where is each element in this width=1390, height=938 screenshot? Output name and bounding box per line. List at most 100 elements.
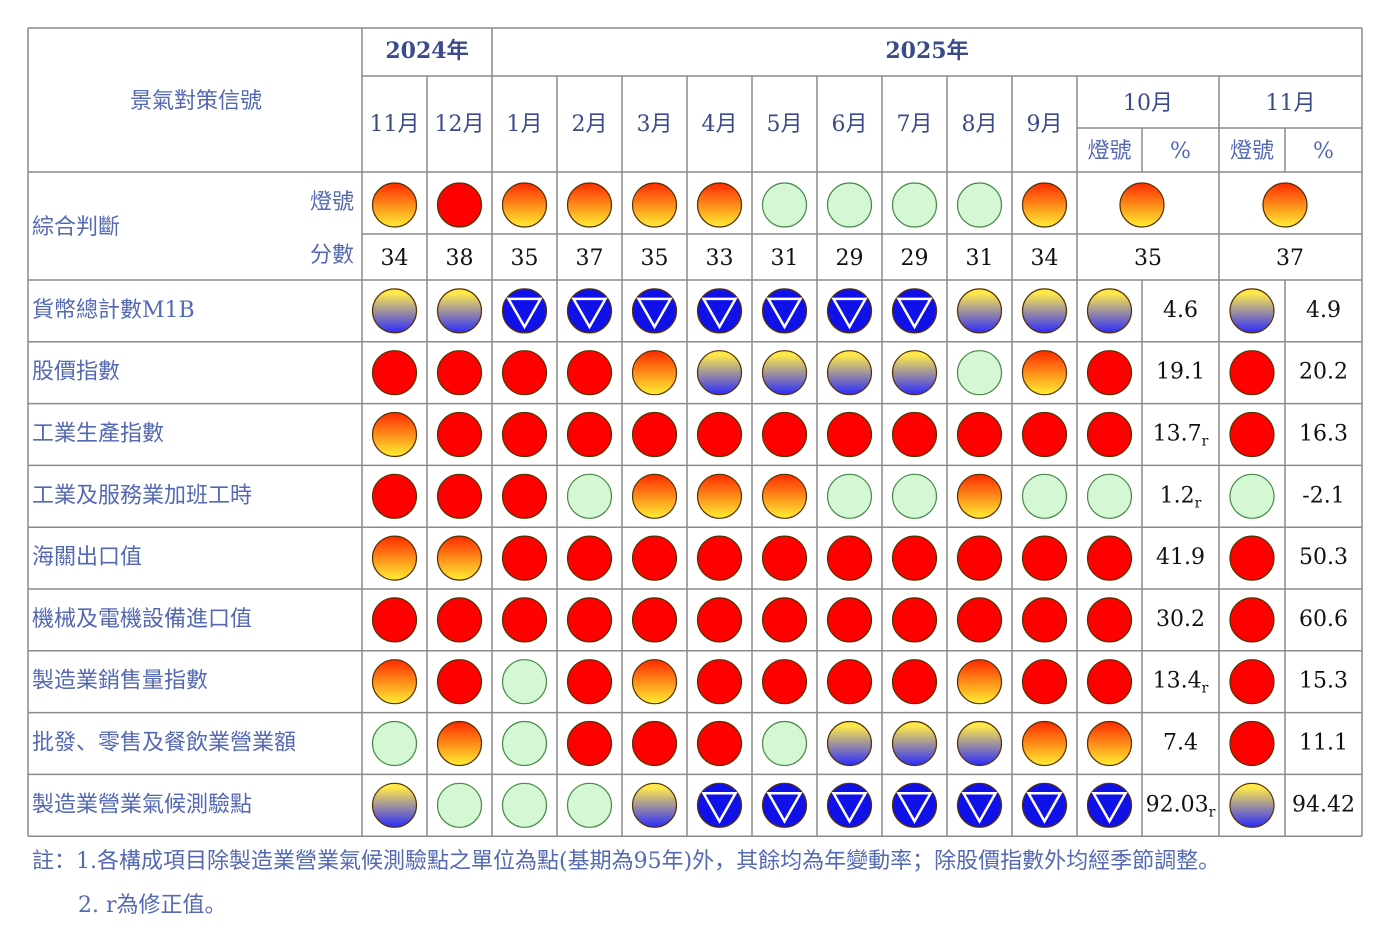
value-text: 13.7 (1153, 422, 1202, 447)
year-label: 2024年 (385, 38, 468, 64)
signal-light (1086, 535, 1133, 581)
light-circle (1021, 473, 1068, 519)
signal-light (631, 411, 678, 458)
month-label: 9月 (1027, 112, 1063, 137)
value-text: 13.4 (1153, 669, 1202, 694)
signal-light (371, 350, 418, 396)
signal-light (436, 720, 483, 767)
signal-light (696, 473, 743, 519)
light-circle (696, 182, 743, 228)
score: 29 (836, 246, 864, 271)
signal-light (1229, 782, 1275, 828)
score: 35 (1134, 246, 1162, 271)
year-label: 2025年 (885, 38, 968, 64)
score: 35 (511, 246, 539, 271)
light-circle (631, 597, 678, 643)
light-triangle (701, 792, 738, 824)
light-circle (371, 659, 418, 705)
value: 13.4r (1153, 669, 1209, 697)
signal-light (1229, 535, 1275, 581)
light-circle (566, 597, 613, 643)
signal-light (1021, 535, 1068, 581)
light-circle (1229, 288, 1275, 334)
signal-light (761, 659, 808, 705)
score: 38 (446, 246, 474, 271)
light-triangle (571, 297, 608, 330)
signal-light (956, 659, 1003, 705)
light-circle (501, 411, 548, 458)
light-circle (1086, 350, 1133, 396)
signal-light (566, 720, 613, 767)
light-circle (956, 597, 1003, 643)
signal-light (696, 782, 743, 828)
light-circle (436, 782, 483, 828)
light-circle (566, 473, 613, 519)
signal-light (761, 182, 808, 228)
light-circle (891, 411, 938, 458)
signal-light (566, 411, 613, 458)
value-text: 11.1 (1299, 731, 1348, 756)
signal-light (891, 473, 938, 519)
value: 92.03r (1146, 792, 1216, 820)
corner-title: 景氣對策信號 (130, 89, 262, 114)
light-circle (826, 411, 873, 458)
light-circle (826, 182, 873, 228)
sub-label: 燈號 (310, 190, 354, 215)
light-triangle (896, 792, 933, 824)
month-label: 6月 (832, 112, 868, 137)
light-circle (761, 350, 808, 396)
light-circle (826, 535, 873, 581)
signal-light (371, 720, 418, 767)
light-circle (696, 597, 743, 643)
light-circle (631, 411, 678, 458)
signal-light (436, 597, 483, 643)
signal-light (566, 782, 613, 828)
month-label: 1月 (507, 112, 543, 137)
month-label: 8月 (962, 112, 998, 137)
light-circle (891, 597, 938, 643)
light-circle (501, 720, 548, 767)
signal-light (371, 288, 418, 334)
signal-light (1229, 288, 1275, 334)
signal-light (566, 288, 613, 334)
signal-light (436, 350, 483, 396)
signal-light (891, 182, 938, 228)
row-label: 工業及服務業加班工時 (32, 483, 252, 508)
signal-light (1229, 597, 1275, 643)
score: 29 (901, 246, 929, 271)
value: -2.1 (1302, 483, 1344, 508)
signal-light (826, 182, 873, 228)
signal-light (696, 720, 743, 767)
light-circle (1021, 182, 1068, 228)
value-text: 4.6 (1163, 298, 1198, 323)
light-circle (436, 350, 483, 396)
light-circle (436, 720, 483, 767)
signal-light (631, 473, 678, 519)
signal-light (1021, 288, 1068, 334)
light-circle (501, 659, 548, 705)
light-circle (956, 288, 1003, 334)
light-circle (501, 782, 548, 828)
signal-light (501, 182, 548, 228)
light-circle (1086, 473, 1133, 519)
signal-light (501, 597, 548, 643)
light-circle (1229, 720, 1275, 767)
light-triangle (1091, 792, 1128, 824)
signal-light (501, 659, 548, 705)
signal-light (1119, 182, 1165, 228)
signal-light (631, 350, 678, 396)
value: 11.1 (1299, 731, 1348, 756)
signal-light (696, 535, 743, 581)
value: 4.6 (1163, 298, 1198, 323)
revised-mark: r (1195, 495, 1202, 511)
value: 4.9 (1306, 298, 1341, 323)
value-text: -2.1 (1302, 483, 1344, 508)
light-circle (566, 350, 613, 396)
signal-light (696, 659, 743, 705)
light-circle (1086, 288, 1133, 334)
light-circle (1021, 597, 1068, 643)
light-circle (696, 411, 743, 458)
score: 37 (576, 246, 604, 271)
light-circle (956, 659, 1003, 705)
light-circle (436, 473, 483, 519)
